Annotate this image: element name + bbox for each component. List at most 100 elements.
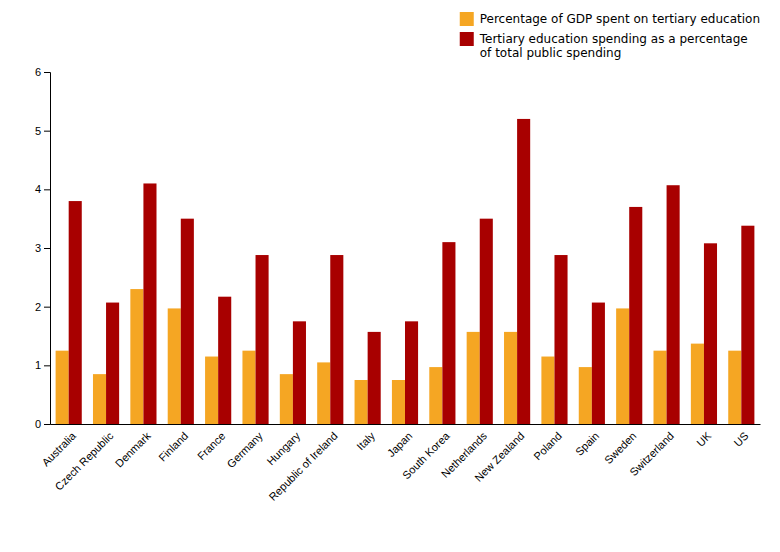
bar <box>554 255 567 424</box>
x-tick: Spain <box>573 424 601 458</box>
y-tick: 6 <box>35 66 50 78</box>
bar <box>93 374 106 424</box>
y-tick-mark <box>44 131 50 132</box>
bar <box>56 351 69 424</box>
x-tick: US <box>731 424 750 449</box>
plot: 0 1 2 3 4 5 6 AustraliaCzech RepublicDenmarkFin… <box>35 66 761 503</box>
bar <box>392 380 405 424</box>
x-tick: Hungary <box>264 424 302 467</box>
bar <box>691 344 704 424</box>
x-tick: France <box>195 424 228 462</box>
bar <box>355 380 368 424</box>
bar <box>429 367 442 424</box>
y-tick: 3 <box>35 242 50 254</box>
x-tick-label: Spain <box>573 430 601 458</box>
x-tick-label: Republic of Ireland <box>266 430 339 503</box>
y-tick: 4 <box>35 183 50 195</box>
chart: 0 1 2 3 4 5 6 AustraliaCzech RepublicDenmarkFin… <box>0 0 780 552</box>
y-axis: 0 1 2 3 4 5 6 <box>35 66 51 430</box>
x-tick-label: Poland <box>531 430 564 463</box>
bar <box>143 183 156 424</box>
x-tick-label: Germany <box>224 429 265 470</box>
x-tick: Finland <box>156 424 190 464</box>
x-tick: Czech Republic <box>52 424 115 493</box>
x-tick-label: Sweden <box>602 430 639 467</box>
bar <box>168 308 181 424</box>
x-tick-label: Hungary <box>264 429 302 467</box>
y-tick: 2 <box>35 301 50 313</box>
x-tick: New Zealand <box>472 424 526 484</box>
bar <box>592 303 605 424</box>
y-tick-label: 4 <box>35 183 41 195</box>
bars <box>56 119 755 424</box>
y-tick-label: 6 <box>35 66 41 78</box>
x-tick: Germany <box>224 424 265 470</box>
x-tick-label: Czech Republic <box>52 429 115 492</box>
bar <box>629 207 642 424</box>
y-tick-mark <box>44 424 50 425</box>
legend-label: Percentage of GDP spent on tertiary educ… <box>480 12 760 26</box>
bar <box>442 242 455 424</box>
bar <box>480 219 493 424</box>
bar <box>667 185 680 424</box>
y-tick-mark <box>44 248 50 249</box>
bar <box>256 255 269 424</box>
x-tick-label: US <box>731 430 750 449</box>
x-tick-label: Denmark <box>113 429 153 469</box>
bar <box>242 351 255 424</box>
y-tick-mark <box>44 365 50 366</box>
bar <box>517 119 530 424</box>
bar <box>504 332 517 424</box>
bar <box>467 332 480 424</box>
bar <box>741 226 754 424</box>
bar <box>704 243 717 424</box>
y-tick-label: 5 <box>35 125 41 137</box>
bar <box>130 289 143 424</box>
x-tick: Australia <box>39 424 78 468</box>
x-tick-label: France <box>195 430 228 463</box>
x-tick: UK <box>694 424 714 449</box>
y-axis-line <box>44 73 51 425</box>
bar <box>541 357 554 424</box>
y-tick-mark <box>44 72 50 73</box>
y-tick-label: 2 <box>35 301 41 313</box>
x-tick: Italy <box>354 424 377 452</box>
bar <box>181 219 194 424</box>
bar <box>728 351 741 424</box>
legend-item: Percentage of GDP spent on tertiary educ… <box>460 12 760 26</box>
y-tick-label: 1 <box>35 359 41 371</box>
y-tick: 0 <box>35 418 50 430</box>
x-tick: Poland <box>531 424 564 462</box>
x-tick: Sweden <box>602 424 639 466</box>
bar <box>280 374 293 424</box>
bar-series <box>69 119 755 424</box>
bar <box>293 321 306 424</box>
bar <box>317 362 330 424</box>
bar <box>106 303 119 424</box>
y-tick-label: 3 <box>35 242 41 254</box>
x-tick: Republic of Ireland <box>266 424 339 503</box>
x-tick-label: New Zealand <box>472 430 526 484</box>
legend-swatch <box>460 32 474 46</box>
x-tick: Switzerland <box>627 424 676 478</box>
x-tick-label: Finland <box>156 430 190 464</box>
legend-swatch <box>460 12 474 26</box>
x-tick-label: Japan <box>385 430 415 460</box>
legend: Percentage of GDP spent on tertiary educ… <box>460 12 760 60</box>
bar <box>368 332 381 424</box>
legend-item: Tertiary education spending as a percent… <box>460 32 748 60</box>
y-tick: 5 <box>35 125 50 137</box>
y-tick-mark <box>44 307 50 308</box>
bar <box>69 201 82 424</box>
bar <box>218 297 231 424</box>
x-axis: AustraliaCzech RepublicDenmarkFinlandFra… <box>39 424 760 503</box>
bar <box>205 357 218 424</box>
bar <box>405 321 418 424</box>
bar <box>579 367 592 424</box>
x-axis-line <box>51 424 761 425</box>
x-tick-label: Switzerland <box>627 430 676 479</box>
x-tick: Japan <box>385 424 415 459</box>
legend-label: Tertiary education spending as a percent… <box>479 32 748 60</box>
y-tick-label: 0 <box>35 418 41 430</box>
bar <box>654 351 667 424</box>
